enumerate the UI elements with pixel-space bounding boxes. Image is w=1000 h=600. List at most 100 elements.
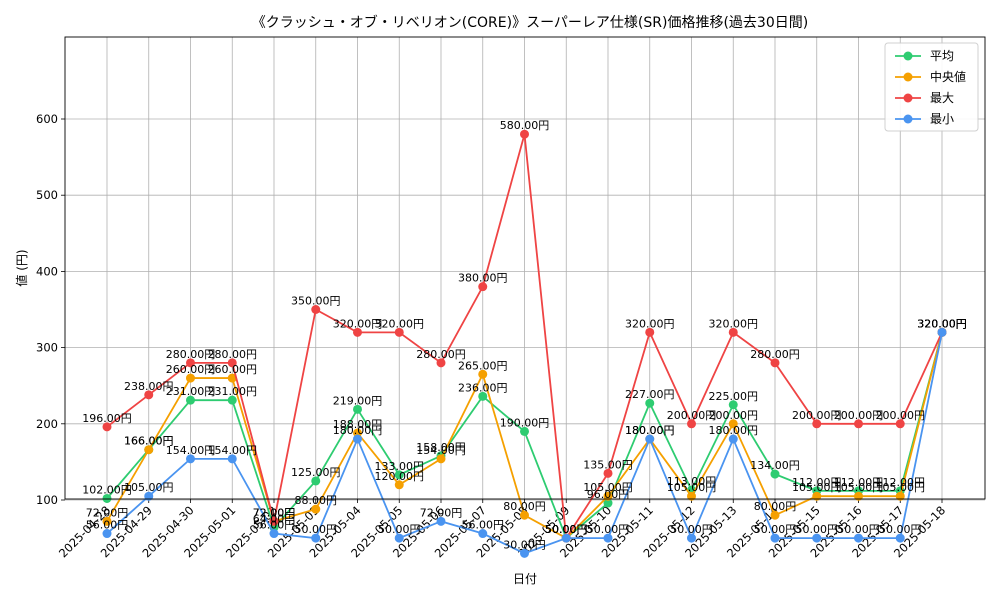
data-label: 112.00円 bbox=[834, 476, 884, 489]
data-point bbox=[854, 533, 863, 543]
data-point bbox=[227, 395, 237, 405]
data-label: 96.00円 bbox=[587, 488, 630, 501]
data-label: 280.00円 bbox=[416, 348, 466, 361]
data-point bbox=[227, 373, 237, 383]
data-label: 134.00円 bbox=[750, 459, 800, 472]
legend-label: 最小 bbox=[930, 112, 954, 126]
data-label: 133.00円 bbox=[375, 460, 425, 473]
data-label: 72.00円 bbox=[86, 506, 129, 519]
data-label: 380.00円 bbox=[458, 272, 508, 285]
data-point bbox=[561, 533, 571, 543]
data-label: 50.00円 bbox=[545, 523, 588, 536]
data-point bbox=[311, 476, 321, 486]
data-label: 158.00円 bbox=[416, 441, 466, 454]
data-point bbox=[394, 480, 404, 490]
data-point bbox=[603, 533, 613, 543]
data-label: 80.00円 bbox=[503, 500, 546, 513]
data-point bbox=[728, 327, 738, 337]
data-label: 112.00円 bbox=[792, 476, 842, 489]
legend-swatch-marker bbox=[903, 51, 913, 61]
data-label: 88.00円 bbox=[295, 494, 338, 507]
data-point bbox=[770, 533, 780, 543]
data-point bbox=[311, 305, 321, 314]
data-label: 50.00円 bbox=[545, 523, 588, 536]
data-label: 219.00円 bbox=[333, 394, 383, 407]
data-label: 72.00円 bbox=[420, 506, 463, 519]
data-point bbox=[102, 422, 112, 432]
data-point bbox=[520, 510, 529, 520]
data-point bbox=[311, 533, 321, 543]
data-point bbox=[520, 426, 529, 436]
data-label: 50.00円 bbox=[796, 523, 839, 536]
data-point bbox=[895, 419, 905, 429]
data-label: 188.00円 bbox=[333, 418, 383, 431]
data-point bbox=[728, 419, 738, 429]
data-point bbox=[603, 468, 613, 478]
data-label: 280.00円 bbox=[750, 348, 800, 361]
data-label: 56.00円 bbox=[86, 519, 129, 532]
data-label: 320.00円 bbox=[375, 317, 425, 330]
data-label: 125.00円 bbox=[291, 466, 341, 479]
data-label: 180.00円 bbox=[625, 424, 675, 437]
data-label: 180.00円 bbox=[625, 424, 675, 437]
data-point bbox=[895, 533, 905, 543]
data-label: 200.00円 bbox=[834, 409, 884, 422]
data-label: 350.00円 bbox=[291, 295, 341, 308]
data-point bbox=[812, 491, 822, 501]
data-label: 50.00円 bbox=[837, 523, 880, 536]
data-label: 231.00円 bbox=[166, 385, 216, 398]
data-label: 580.00円 bbox=[500, 119, 550, 132]
data-label: 320.00円 bbox=[709, 317, 759, 330]
data-point bbox=[645, 434, 655, 444]
data-label: 236.00円 bbox=[458, 381, 508, 394]
data-point bbox=[186, 454, 195, 464]
data-label: 225.00円 bbox=[709, 390, 759, 403]
data-label: 200.00円 bbox=[876, 409, 926, 422]
data-point bbox=[144, 445, 154, 455]
legend-label: 平均 bbox=[930, 49, 954, 63]
data-point bbox=[770, 358, 780, 368]
y-tick-label: 100 bbox=[36, 493, 58, 507]
data-label: 260.00円 bbox=[208, 363, 258, 376]
data-label: 280.00円 bbox=[208, 348, 258, 361]
data-point bbox=[687, 419, 696, 429]
data-label: 190.00円 bbox=[500, 416, 550, 429]
data-point bbox=[186, 395, 195, 405]
data-point bbox=[812, 533, 822, 543]
data-point bbox=[812, 419, 822, 429]
data-point bbox=[436, 454, 446, 464]
data-point bbox=[687, 491, 696, 501]
data-label: 265.00円 bbox=[458, 359, 508, 372]
data-point bbox=[854, 491, 863, 501]
data-label: 105.00円 bbox=[792, 481, 842, 494]
data-label: 56.00円 bbox=[253, 519, 296, 532]
data-point bbox=[353, 327, 362, 337]
legend-label: 中央値 bbox=[930, 69, 966, 84]
data-label: 320.00円 bbox=[917, 317, 967, 330]
data-point bbox=[144, 491, 154, 501]
data-label: 112.00円 bbox=[876, 476, 926, 489]
data-point bbox=[186, 358, 195, 368]
data-label: 120.00円 bbox=[375, 470, 425, 483]
data-point bbox=[144, 390, 154, 400]
data-point bbox=[937, 327, 947, 337]
data-label: 50.00円 bbox=[295, 523, 338, 536]
data-label: 320.00円 bbox=[625, 317, 675, 330]
data-point bbox=[394, 470, 404, 480]
data-label: 166.00円 bbox=[124, 435, 174, 448]
data-label: 238.00円 bbox=[124, 380, 174, 393]
data-label: 227.00円 bbox=[625, 388, 675, 401]
data-point bbox=[478, 529, 488, 539]
data-label: 231.00円 bbox=[208, 385, 258, 398]
data-point bbox=[645, 327, 655, 337]
data-point bbox=[269, 516, 279, 526]
legend-swatch-marker bbox=[903, 114, 913, 124]
y-axis: 100 200 300 400 500 600 bbox=[36, 112, 65, 507]
data-point bbox=[102, 529, 112, 539]
y-axis-title: 値 (円) bbox=[14, 249, 29, 286]
data-point bbox=[520, 129, 529, 139]
legend-swatch-marker bbox=[903, 72, 913, 82]
data-label: 72.00円 bbox=[253, 506, 296, 519]
